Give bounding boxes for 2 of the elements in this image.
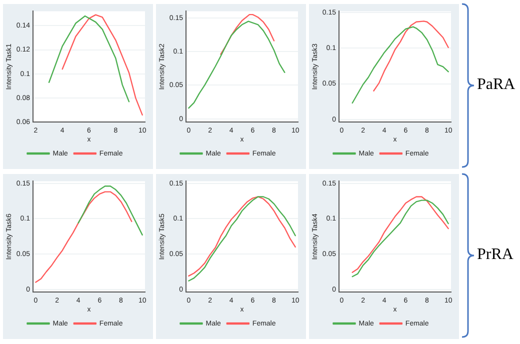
text: PrRA: [477, 246, 514, 264]
text: PaRA: [477, 76, 516, 94]
